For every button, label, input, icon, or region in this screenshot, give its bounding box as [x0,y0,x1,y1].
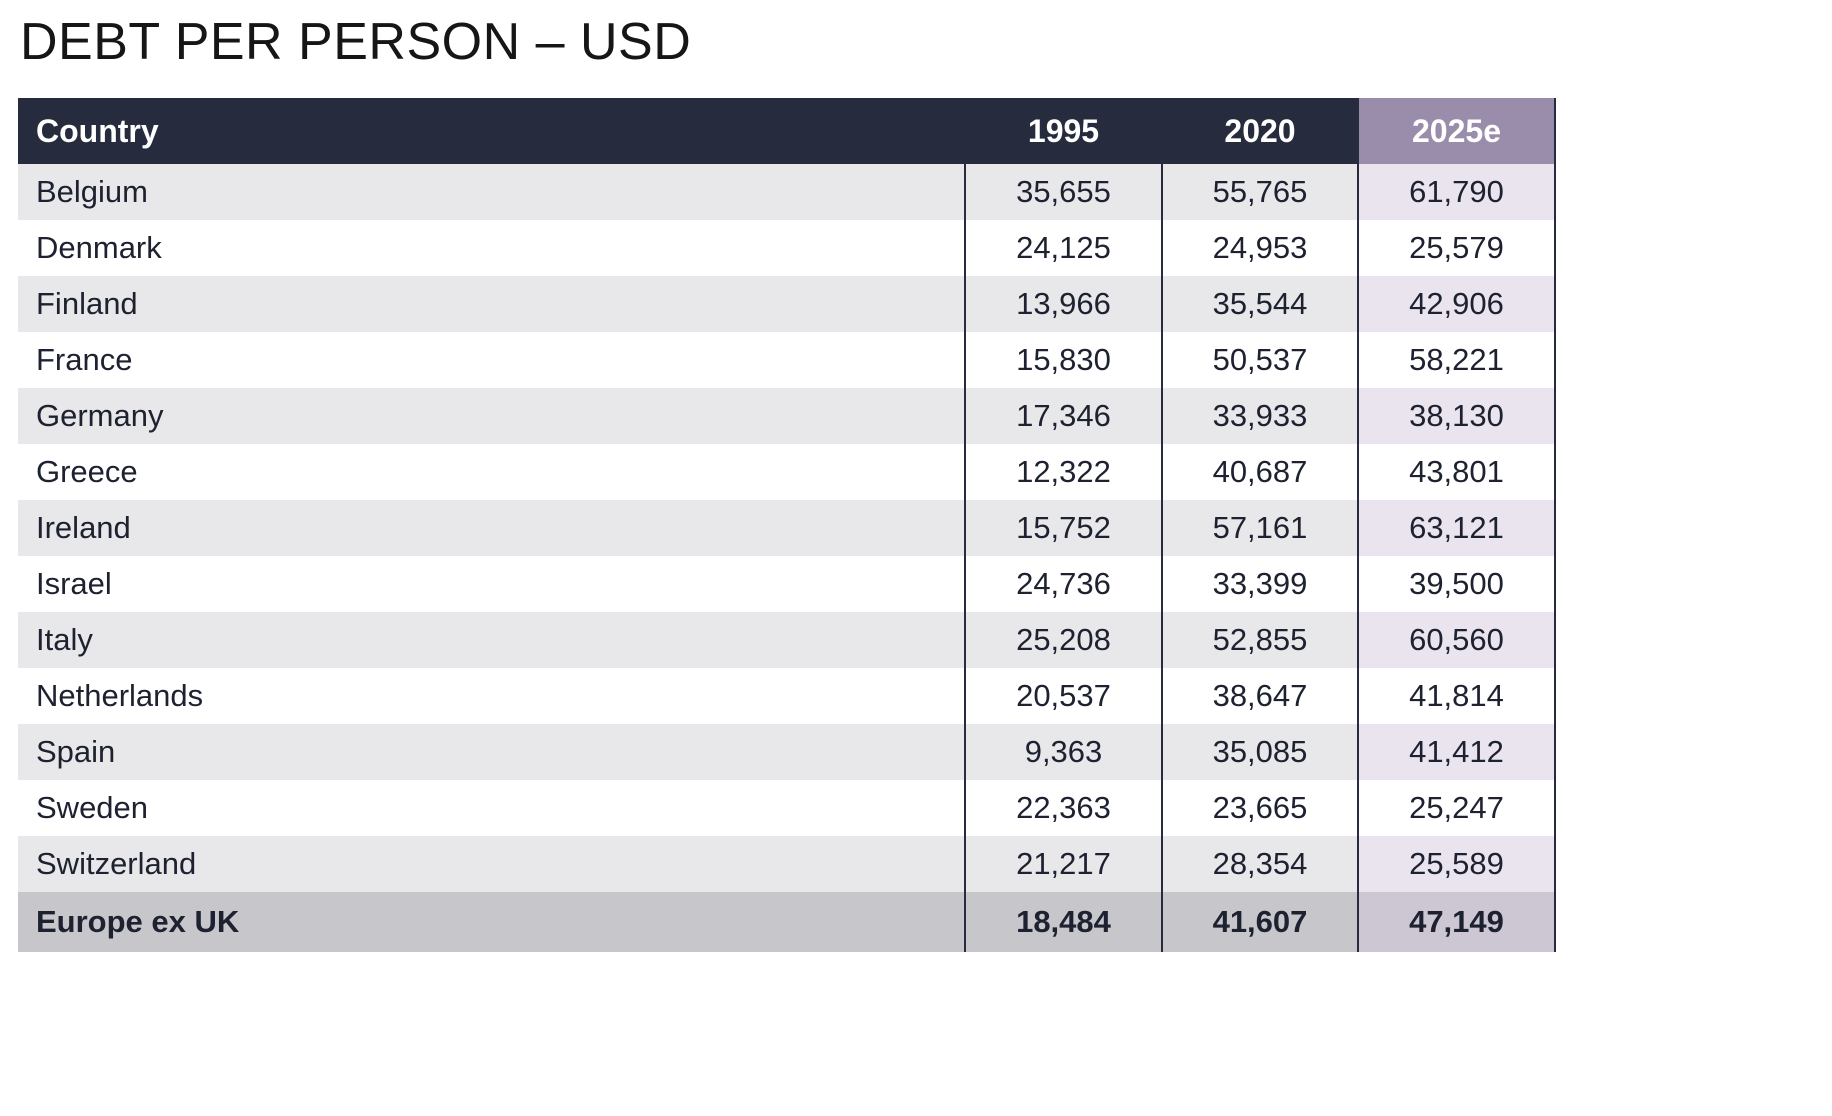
country-cell: Belgium [18,164,965,220]
value-2020-cell: 24,953 [1161,220,1358,276]
table-row-italy: Italy 25,208 52,855 60,560 [18,612,1556,668]
value-2020-cell: 57,161 [1161,500,1358,556]
value-1995-cell: 25,208 [964,612,1162,668]
value-1995-cell: 22,363 [964,780,1162,836]
value-2025e-cell: 38,130 [1357,388,1556,444]
table-row-denmark: Denmark 24,125 24,953 25,579 [18,220,1556,276]
country-cell: Germany [18,388,965,444]
table-row-ireland: Ireland 15,752 57,161 63,121 [18,500,1556,556]
value-2020-cell: 23,665 [1161,780,1358,836]
country-cell: Finland [18,276,965,332]
country-cell: France [18,332,965,388]
value-2025e-cell: 25,247 [1357,780,1556,836]
country-cell: Switzerland [18,836,965,892]
country-cell: Netherlands [18,668,965,724]
value-2025e-cell: 25,579 [1357,220,1556,276]
value-1995-cell: 9,363 [964,724,1162,780]
value-2020-cell: 35,544 [1161,276,1358,332]
country-cell: Sweden [18,780,965,836]
value-2025e-cell: 63,121 [1357,500,1556,556]
table-row-finland: Finland 13,966 35,544 42,906 [18,276,1556,332]
total-2020-cell: 41,607 [1161,892,1358,952]
value-2020-cell: 28,354 [1161,836,1358,892]
country-cell: Denmark [18,220,965,276]
value-1995-cell: 35,655 [964,164,1162,220]
total-2025e-cell: 47,149 [1357,892,1556,952]
country-cell: Ireland [18,500,965,556]
table-row-israel: Israel 24,736 33,399 39,500 [18,556,1556,612]
table-row-netherlands: Netherlands 20,537 38,647 41,814 [18,668,1556,724]
value-2020-cell: 50,537 [1161,332,1358,388]
table-row-spain: Spain 9,363 35,085 41,412 [18,724,1556,780]
table-row-germany: Germany 17,346 33,933 38,130 [18,388,1556,444]
value-2025e-cell: 58,221 [1357,332,1556,388]
country-cell: Italy [18,612,965,668]
table-row-total-europe-ex-uk: Europe ex UK 18,484 41,607 47,149 [18,892,1556,952]
value-2020-cell: 52,855 [1161,612,1358,668]
value-2020-cell: 33,933 [1161,388,1358,444]
value-2025e-cell: 43,801 [1357,444,1556,500]
column-header-2025e: 2025e [1357,98,1556,164]
table-row-belgium: Belgium 35,655 55,765 61,790 [18,164,1556,220]
value-2025e-cell: 41,412 [1357,724,1556,780]
total-label-cell: Europe ex UK [18,892,965,952]
value-2025e-cell: 42,906 [1357,276,1556,332]
value-1995-cell: 24,125 [964,220,1162,276]
value-2025e-cell: 39,500 [1357,556,1556,612]
column-header-country: Country [18,98,965,164]
value-2020-cell: 33,399 [1161,556,1358,612]
table-header: Country 1995 2020 2025e [18,98,1556,164]
value-1995-cell: 15,830 [964,332,1162,388]
value-2025e-cell: 25,589 [1357,836,1556,892]
value-1995-cell: 24,736 [964,556,1162,612]
value-2020-cell: 55,765 [1161,164,1358,220]
value-2020-cell: 35,085 [1161,724,1358,780]
value-2020-cell: 38,647 [1161,668,1358,724]
table-row-greece: Greece 12,322 40,687 43,801 [18,444,1556,500]
table-row-switzerland: Switzerland 21,217 28,354 25,589 [18,836,1556,892]
value-1995-cell: 20,537 [964,668,1162,724]
value-1995-cell: 13,966 [964,276,1162,332]
value-2025e-cell: 60,560 [1357,612,1556,668]
value-1995-cell: 12,322 [964,444,1162,500]
country-cell: Greece [18,444,965,500]
table-row-france: France 15,830 50,537 58,221 [18,332,1556,388]
value-1995-cell: 15,752 [964,500,1162,556]
value-2020-cell: 40,687 [1161,444,1358,500]
country-cell: Israel [18,556,965,612]
value-2025e-cell: 41,814 [1357,668,1556,724]
table-body: Belgium 35,655 55,765 61,790 Denmark 24,… [18,164,1556,952]
value-1995-cell: 21,217 [964,836,1162,892]
table-row-sweden: Sweden 22,363 23,665 25,247 [18,780,1556,836]
value-2025e-cell: 61,790 [1357,164,1556,220]
total-1995-cell: 18,484 [964,892,1162,952]
header-row: Country 1995 2020 2025e [18,98,1556,164]
column-header-1995: 1995 [964,98,1162,164]
page: DEBT PER PERSON – USD Country 1995 2020 … [18,13,1556,952]
debt-per-person-table: Country 1995 2020 2025e Belgium 35,655 5… [18,98,1556,952]
column-header-2020: 2020 [1161,98,1358,164]
country-cell: Spain [18,724,965,780]
page-title: DEBT PER PERSON – USD [20,13,692,71]
value-1995-cell: 17,346 [964,388,1162,444]
